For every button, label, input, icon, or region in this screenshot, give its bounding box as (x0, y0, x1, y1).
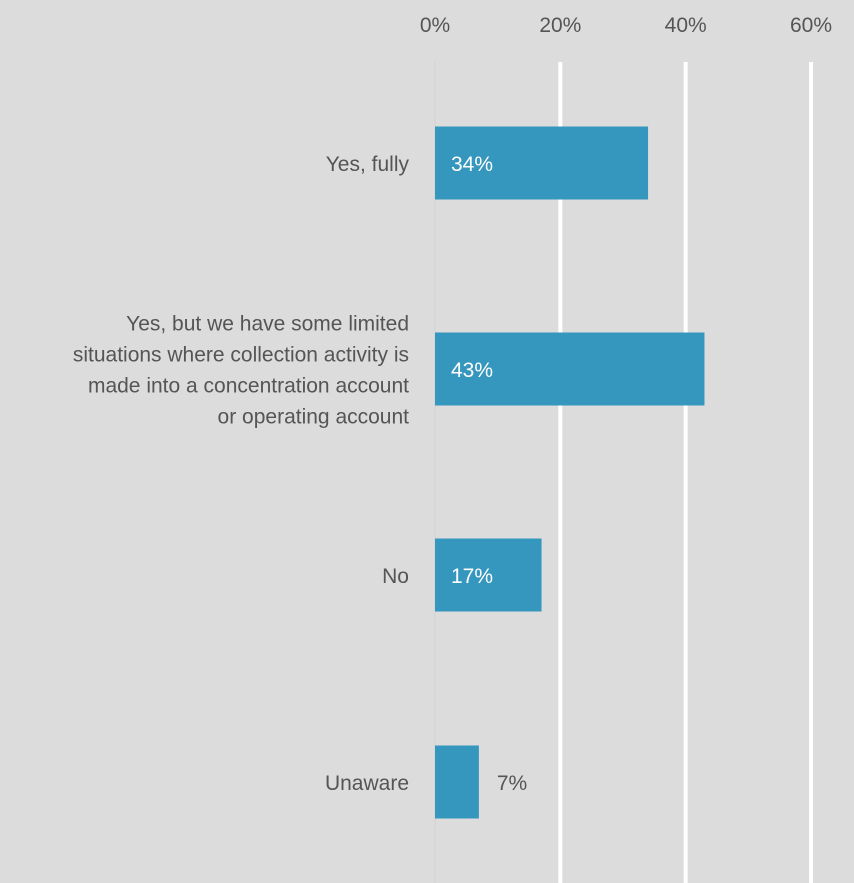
x-axis-ticks: 0% 20% 40% 60% (420, 14, 832, 37)
x-tick-label: 0% (420, 14, 450, 37)
category-label: No (382, 565, 409, 588)
category-label: Yes, fully (326, 153, 410, 176)
data-label: 43% (451, 359, 493, 382)
category-label-line: made into a concentration account (88, 375, 409, 398)
category-label-line: No (382, 565, 409, 588)
category-label-line: or operating account (218, 406, 410, 429)
category-label-line: Unaware (325, 772, 409, 795)
bars (435, 126, 705, 819)
x-tick-label: 20% (539, 14, 581, 37)
data-label: 34% (451, 153, 493, 176)
bar (435, 332, 705, 406)
data-label: 7% (497, 772, 527, 795)
bar (435, 126, 649, 200)
category-label-line: situations where collection activity is (73, 344, 409, 367)
category-label-line: Yes, but we have some limited (126, 313, 409, 336)
x-tick-label: 40% (665, 14, 707, 37)
category-labels: Yes, fully Yes, but we have some limited s… (73, 153, 410, 795)
category-label-line: Yes, fully (326, 153, 410, 176)
category-label: Yes, but we have some limited situations … (73, 313, 409, 429)
data-labels: 34% 43% 17% 7% (451, 153, 527, 795)
bar (435, 745, 479, 819)
x-tick-label: 60% (790, 14, 832, 37)
category-label: Unaware (325, 772, 409, 795)
data-label: 17% (451, 565, 493, 588)
bar (435, 538, 542, 612)
